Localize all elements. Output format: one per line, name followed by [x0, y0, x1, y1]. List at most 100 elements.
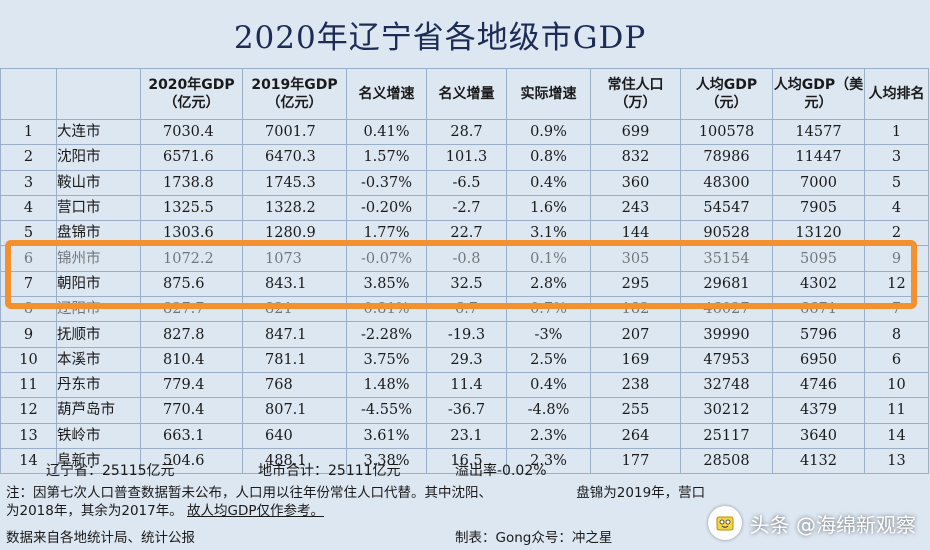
cell-city: 本溪市 [56, 346, 141, 373]
gdp-table: 2020年GDP（亿元） 2019年GDP（亿元） 名义增速 名义增量 实际增速… [0, 68, 929, 475]
cell-per-capita-cny: 78986 [680, 144, 773, 171]
summary-row: 辽宁省：25115亿元 地市合计：25111亿元 溢出率-0.02% [0, 456, 928, 482]
cell-nominal-growth: 0.81% [346, 296, 427, 323]
cell-per-capita-usd: 13120 [772, 220, 865, 247]
province-total: 辽宁省：25115亿元 [46, 463, 175, 479]
footnote-line1: 注：因第七次人口普查数据暂未公布，人口用以往年份常住人口代替。其中沈阳、 [6, 485, 492, 501]
cell-nominal-growth: 0.41% [346, 118, 427, 146]
header-per-capita-rank: 人均排名 [864, 68, 929, 120]
footnote: 注：因第七次人口普查数据暂未公布，人口用以往年份常住人口代替。其中沈阳、 盘锦为… [6, 484, 924, 520]
cell-gdp-2019: 6470.3 [242, 144, 347, 171]
cell-index: 13 [0, 422, 57, 449]
cell-per-capita-rank: 7 [864, 296, 929, 323]
cell-nominal-increase: -0.8 [426, 245, 507, 272]
cell-nominal-increase: 101.3 [426, 144, 507, 171]
table-row: 8 辽阳市 827.7 821 0.81% 6.7 0.7% 182 46027 6671 7 [0, 296, 929, 323]
cell-per-capita-rank: 1 [864, 118, 929, 146]
cell-nominal-growth: 3.85% [346, 270, 427, 298]
table-header-row: 2020年GDP（亿元） 2019年GDP（亿元） 名义增速 名义增量 实际增速… [0, 68, 929, 120]
cell-gdp-2019: 1745.3 [242, 169, 347, 196]
cell-per-capita-cny: 47953 [680, 346, 773, 373]
cell-real-growth: 0.7% [506, 296, 591, 323]
cell-city: 葫芦岛市 [56, 397, 141, 424]
cell-population: 360 [590, 169, 681, 196]
cell-city: 辽阳市 [56, 296, 141, 323]
cell-gdp-2019: 821 [242, 296, 347, 323]
footnote-line2: 为2018年，其余为2017年。 [6, 503, 183, 519]
cell-per-capita-rank: 3 [864, 144, 929, 171]
cell-per-capita-usd: 3640 [772, 422, 865, 449]
cell-real-growth: -4.8% [506, 397, 591, 424]
cell-per-capita-usd: 14577 [772, 118, 865, 146]
cell-index: 14 [0, 447, 57, 475]
cell-nominal-growth: -0.20% [346, 194, 427, 222]
cell-city: 盘锦市 [56, 220, 141, 247]
cell-gdp-2020: 827.7 [140, 296, 243, 323]
cell-nominal-growth: 3.75% [346, 346, 427, 373]
cell-population: 832 [590, 144, 681, 171]
cell-per-capita-usd: 4746 [772, 371, 865, 399]
cell-gdp-2020: 1325.5 [140, 194, 243, 222]
cell-nominal-growth: 1.57% [346, 144, 427, 171]
cell-population: 699 [590, 118, 681, 146]
cell-gdp-2020: 827.8 [140, 321, 243, 348]
cell-per-capita-rank: 2 [864, 220, 929, 247]
cell-index: 4 [0, 194, 57, 222]
header-city [56, 68, 141, 120]
cell-per-capita-usd: 7000 [772, 169, 865, 196]
cell-city: 抚顺市 [56, 321, 141, 348]
table-maker: 制表：Gong众号：冲之星 [455, 530, 613, 546]
cell-city: 营口市 [56, 194, 141, 222]
cell-per-capita-usd: 6950 [772, 346, 865, 373]
cell-per-capita-rank: 14 [864, 422, 929, 449]
title-bar: 2020年辽宁省各地级市GDP [0, 0, 930, 68]
cell-per-capita-rank: 12 [864, 270, 929, 298]
cell-real-growth: 2.5% [506, 346, 591, 373]
cell-city: 丹东市 [56, 371, 141, 399]
cell-per-capita-usd: 4302 [772, 270, 865, 298]
cell-index: 3 [0, 169, 57, 196]
header-per-capita-usd: 人均GDP（美元） [772, 68, 865, 120]
cell-population: 169 [590, 346, 681, 373]
cell-population: 207 [590, 321, 681, 348]
table-row: 1 大连市 7030.4 7001.7 0.41% 28.7 0.9% 699 100578 14… [0, 118, 929, 146]
table-row: 12 葫芦岛市 770.4 807.1 -4.55% -36.7 -4.8% 255 30212… [0, 397, 929, 424]
cell-per-capita-rank: 13 [864, 447, 929, 475]
cell-nominal-increase: -19.3 [426, 321, 507, 348]
cell-index: 7 [0, 270, 57, 298]
cell-per-capita-usd: 11447 [772, 144, 865, 171]
cell-per-capita-cny: 35154 [680, 245, 773, 272]
cell-nominal-increase: 28.7 [426, 118, 507, 146]
cell-gdp-2019: 768 [242, 371, 347, 399]
cell-nominal-increase: 23.1 [426, 422, 507, 449]
table-row: 14 阜新市 504.6 488.1 3.38% 16.5 2.3% 177 28508 4132… [0, 447, 929, 475]
cell-per-capita-cny: 90528 [680, 220, 773, 247]
table-row: 10 本溪市 810.4 781.1 3.75% 29.3 2.5% 169 47953 6950… [0, 346, 929, 373]
cell-gdp-2019: 807.1 [242, 397, 347, 424]
cell-per-capita-cny: 32748 [680, 371, 773, 399]
cell-real-growth: 2.3% [506, 447, 591, 475]
data-source: 数据来自各地统计局、统计公报 [6, 530, 195, 546]
cell-index: 5 [0, 220, 57, 247]
table-row: 2 沈阳市 6571.6 6470.3 1.57% 101.3 0.8% 832 78986 11… [0, 144, 929, 171]
cell-gdp-2020: 7030.4 [140, 118, 243, 146]
sponge-logo-icon [707, 506, 742, 540]
cell-nominal-increase: -6.5 [426, 169, 507, 196]
cell-gdp-2019: 847.1 [242, 321, 347, 348]
header-gdp-2019: 2019年GDP（亿元） [242, 68, 347, 120]
cell-index: 12 [0, 397, 57, 424]
cell-population: 255 [590, 397, 681, 424]
cell-per-capita-usd: 4132 [772, 447, 865, 475]
cell-per-capita-cny: 29681 [680, 270, 773, 298]
cell-gdp-2019: 7001.7 [242, 118, 347, 146]
cell-gdp-2019: 1328.2 [242, 194, 347, 222]
cell-nominal-increase: 29.3 [426, 346, 507, 373]
cell-gdp-2019: 488.1 [242, 447, 347, 475]
cell-per-capita-cny: 30212 [680, 397, 773, 424]
header-per-capita-cny: 人均GDP（元） [680, 68, 773, 120]
cell-gdp-2019: 1280.9 [242, 220, 347, 247]
cell-real-growth: -3% [506, 321, 591, 348]
cell-per-capita-rank: 4 [864, 194, 929, 222]
table-row: 7 朝阳市 875.6 843.1 3.85% 32.5 2.8% 295 29681 4302 1… [0, 270, 929, 298]
cell-nominal-increase: 6.7 [426, 296, 507, 323]
